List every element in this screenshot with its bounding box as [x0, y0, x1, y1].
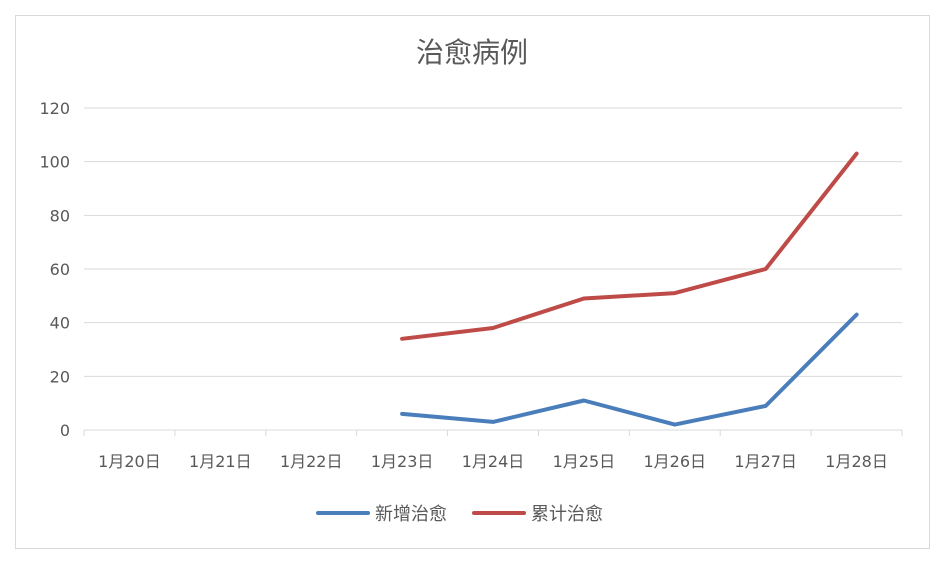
y-tick-label: 40 — [50, 314, 70, 333]
x-tick-label: 1月23日 — [371, 452, 434, 471]
gridlines — [84, 107, 902, 377]
y-tick-label: 60 — [50, 260, 70, 279]
x-tick-label: 1月25日 — [553, 452, 616, 471]
x-tick-label: 1月27日 — [734, 452, 797, 471]
axes — [83, 429, 903, 436]
legend-label: 累计治愈 — [531, 504, 603, 525]
x-tick-label: 1月26日 — [644, 452, 707, 471]
series-line-1 — [400, 151, 859, 341]
y-tick-label: 20 — [50, 367, 70, 386]
y-tick-label: 100 — [39, 153, 70, 172]
x-tick-label: 1月28日 — [825, 452, 888, 471]
y-tick-labels: 0 20 40 60 80 100 120 — [39, 99, 70, 440]
legend: 新增治愈 累计治愈 — [316, 504, 603, 525]
x-tick-label: 1月24日 — [462, 452, 525, 471]
x-tick-labels: 1月20日 1月21日 1月22日 1月23日 1月24日 1月25日 1月26日 1月27日… — [98, 452, 888, 471]
series-lines — [400, 151, 859, 427]
chart-title: 治愈病例 — [416, 36, 528, 69]
y-tick-label: 120 — [39, 99, 70, 118]
legend-label: 新增治愈 — [375, 504, 447, 525]
x-tick-label: 1月22日 — [280, 452, 343, 471]
x-tick-label: 1月20日 — [98, 452, 161, 471]
chart-frame — [15, 15, 930, 549]
series-line-0 — [400, 312, 859, 427]
y-tick-label: 80 — [50, 206, 70, 225]
x-tick-label: 1月21日 — [189, 452, 252, 471]
y-tick-label: 0 — [60, 421, 70, 440]
